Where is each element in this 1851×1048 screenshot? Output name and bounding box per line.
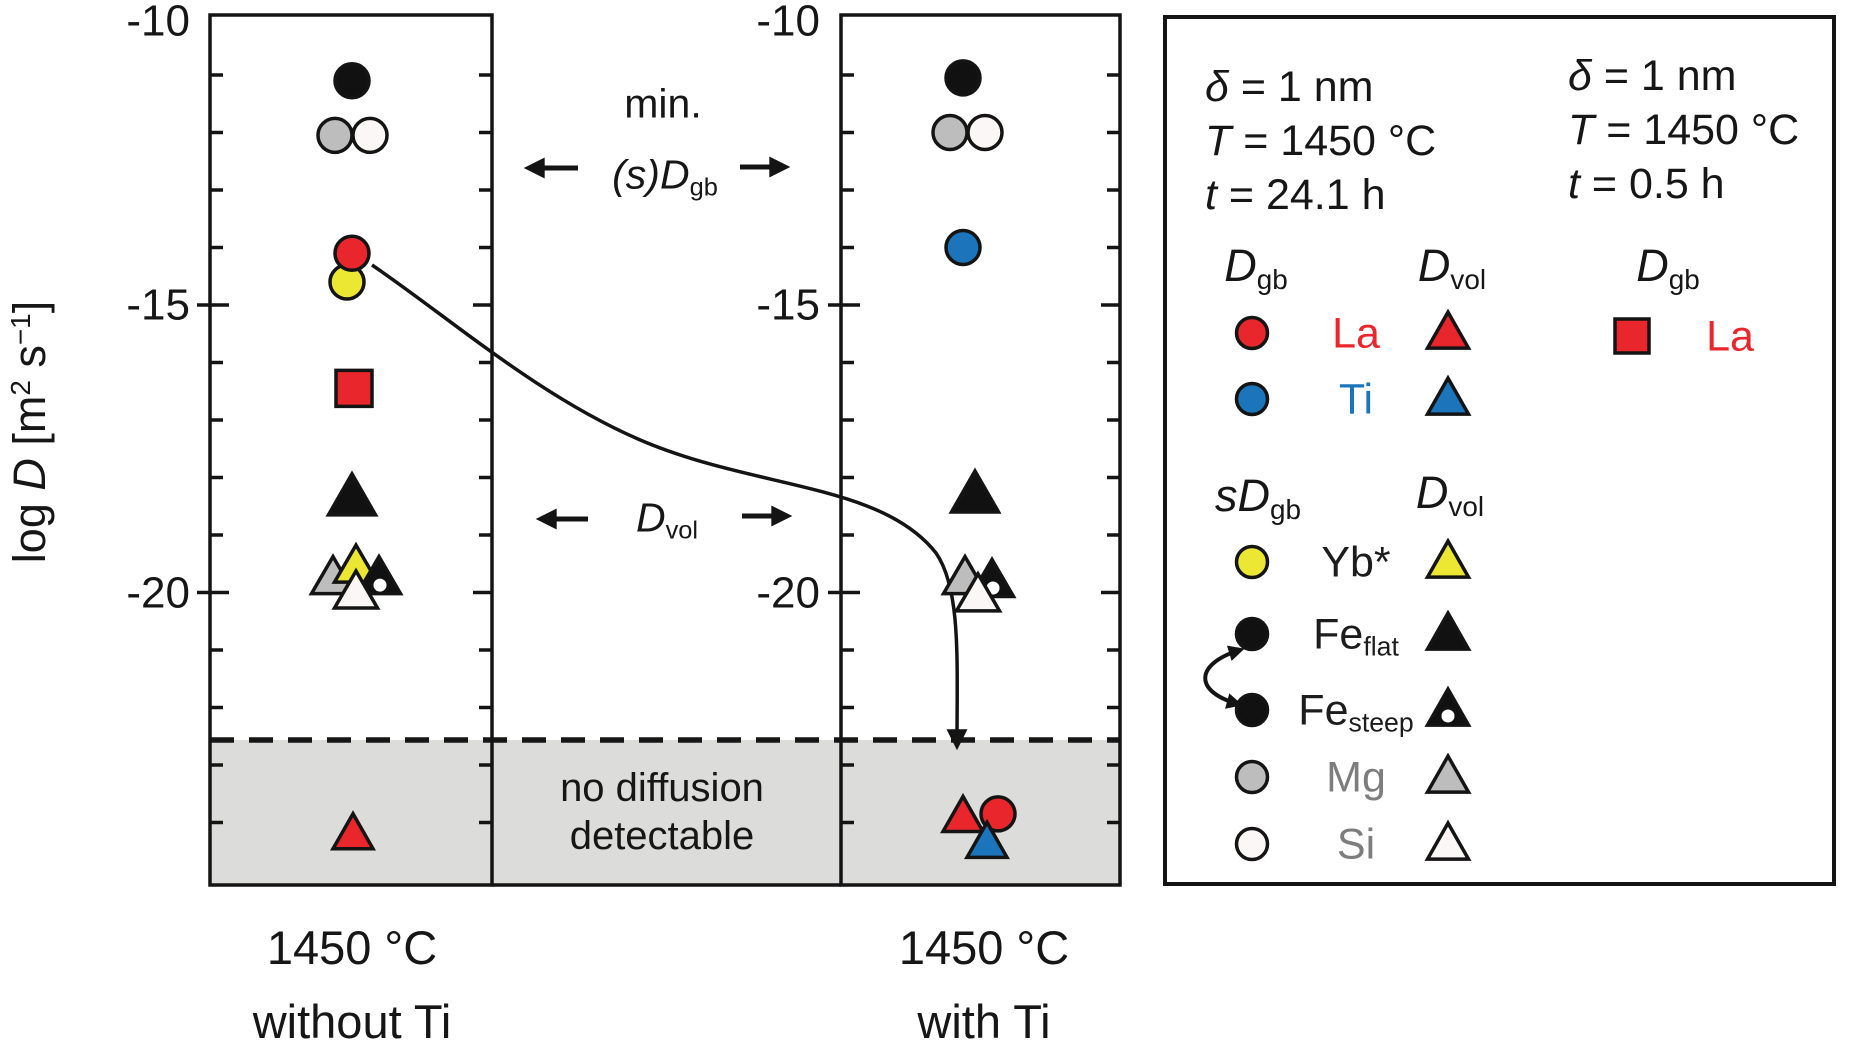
- panel-with-ti-frame: [839, 13, 1122, 887]
- point-with_ti-Fe-Dgb: [944, 59, 982, 97]
- panel-title-with-ti: 1450 °C with Ti: [898, 921, 1070, 1048]
- point-without_ti-Mg-Dgb: [316, 116, 354, 155]
- white-dot-icon: [1441, 709, 1455, 723]
- panel-without-ti-frame: [208, 13, 494, 887]
- circle-legend-glyph: [1234, 381, 1270, 417]
- yb-vol-triangle-icon: [1420, 538, 1476, 588]
- ytick-left--20: -20: [126, 569, 190, 618]
- circle-legend-glyph: [1234, 544, 1270, 580]
- legend-label-mg: Mg: [1326, 753, 1386, 802]
- triangle-legend-glyph: [1424, 375, 1472, 416]
- square-legend-glyph: [1613, 317, 1651, 355]
- legend-header-sdgb: sDgb: [1214, 470, 1302, 525]
- legend-header-dvol-1: Dvol: [1417, 240, 1487, 295]
- ti-gb-circle-icon: [1224, 375, 1280, 425]
- circle-legend-glyph: [1234, 759, 1270, 795]
- legend-label-la: La: [1332, 309, 1380, 358]
- legend-header-dgb-1: Dgb: [1224, 240, 1288, 295]
- triangle-legend-glyph: [1424, 610, 1472, 651]
- si-gb-circle-icon: [1224, 820, 1280, 870]
- fe-steep-vol-triangle-icon: [1420, 686, 1476, 736]
- ytick-right--20: -20: [756, 569, 820, 618]
- la-vol-triangle-icon: [1420, 309, 1476, 359]
- point-with_ti-Fe-Dvol: [948, 467, 1002, 514]
- legend-label-ti: Ti: [1338, 375, 1374, 424]
- panel-title-without-ti: 1450 °C without Ti: [252, 921, 452, 1048]
- dvol-label: Dvol: [635, 494, 699, 545]
- point-without_ti-Fe_steep-Dvol: [354, 553, 404, 596]
- legend-conditions-24h: δ = 1 nm T = 1450 °C t = 24.1 h: [1205, 63, 1437, 219]
- mg-gb-circle-icon: [1224, 753, 1280, 803]
- triangle-legend-glyph: [1424, 686, 1472, 727]
- data-points: [308, 59, 1017, 860]
- transfer-arrow-curve-icon: [371, 263, 968, 751]
- legend-box: δ = 1 nm T = 1450 °C t = 24.1 h δ = 1 nm…: [1163, 15, 1836, 886]
- point-with_ti-La-Dgb: [979, 795, 1017, 833]
- circle-legend-glyph: [1234, 315, 1270, 351]
- legend-label-yb: Yb*: [1321, 538, 1391, 587]
- triangle-legend-glyph: [1424, 820, 1472, 861]
- point-without_ti-Fe-Dvol: [325, 470, 379, 517]
- axis-ticks: [197, 73, 1120, 825]
- point-without_ti-Si-Dgb: [351, 116, 389, 155]
- point-without_ti-La-Dgb: [333, 234, 371, 272]
- point-with_ti-Ti-Dvol: [963, 818, 1011, 860]
- min-label: min.: [624, 80, 702, 127]
- point-with_ti-Si-Dvol: [953, 570, 1003, 613]
- ytick-left--10: -10: [126, 0, 190, 46]
- ti-vol-triangle-icon: [1420, 375, 1476, 425]
- point-without_ti-La-Dvol: [329, 810, 377, 851]
- legend-header-dvol-2: Dvol: [1415, 467, 1485, 522]
- legend-label-fe-flat: Feflat: [1313, 610, 1399, 662]
- y-axis-label: log D [m2 s−1]: [4, 300, 55, 564]
- fe-flat-vol-triangle-icon: [1420, 610, 1476, 660]
- fe-flat-sgb-circle-icon: [1224, 610, 1280, 660]
- triangle-legend-glyph: [1424, 753, 1472, 794]
- fe-flat-steep-link-arrow-icon: [1203, 645, 1245, 709]
- legend-label-si: Si: [1336, 820, 1376, 869]
- circle-legend-glyph: [1234, 692, 1270, 728]
- point-with_ti-La-Dvol: [939, 792, 987, 834]
- triangle-legend-glyph: [1424, 309, 1472, 350]
- circle-legend-glyph: [1234, 826, 1270, 862]
- la-gb-circle-icon: [1224, 309, 1280, 359]
- legend-conditions-05h: δ = 1 nm T = 1450 °C t = 0.5 h: [1568, 52, 1800, 208]
- point-without_ti-La-Dgb (t = 0.5 h): [334, 368, 374, 409]
- point-without_ti-Fe-Dgb: [333, 62, 371, 100]
- legend-label-fe-steep: Festeep: [1298, 686, 1414, 738]
- legend-label-la-05h: La: [1706, 312, 1754, 361]
- ytick-left--15: -15: [126, 281, 190, 330]
- la-gb-square-icon: [1604, 312, 1660, 362]
- point-with_ti-Mg-Dgb: [931, 113, 969, 152]
- no-diffusion-label: no diffusion detectable: [560, 766, 764, 858]
- point-with_ti-Ti-Dgb: [944, 228, 982, 267]
- point-with_ti-Si-Dgb: [966, 113, 1004, 152]
- triangle-legend-glyph: [1424, 538, 1472, 579]
- yb-sgb-circle-icon: [1224, 538, 1280, 588]
- circle-legend-glyph: [1234, 616, 1270, 652]
- white-dot-icon: [373, 578, 387, 592]
- mg-vol-triangle-icon: [1420, 753, 1476, 803]
- sdgb-label: (s)Dgb: [612, 151, 718, 202]
- ytick-right--10: -10: [756, 0, 820, 46]
- si-vol-triangle-icon: [1420, 820, 1476, 870]
- ytick-right--15: -15: [756, 281, 820, 330]
- point-without_ti-Si-Dvol: [331, 567, 381, 610]
- legend-header-dgb-right: Dgb: [1636, 240, 1700, 295]
- fe-steep-sgb-circle-icon: [1224, 686, 1280, 736]
